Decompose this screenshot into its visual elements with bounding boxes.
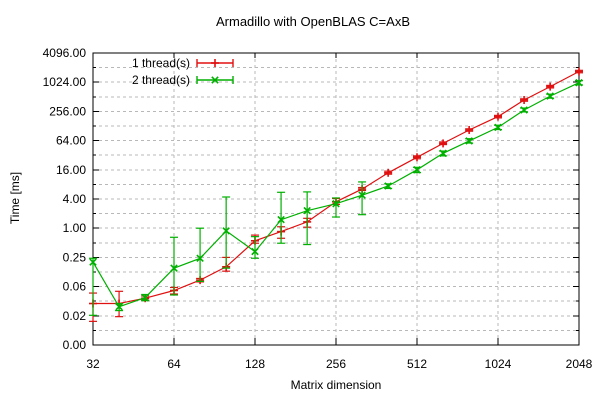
data-point-marker	[251, 247, 259, 256]
data-point-marker	[332, 199, 340, 208]
data-point-marker	[89, 258, 97, 266]
data-point-marker	[170, 264, 178, 272]
data-point-marker	[439, 149, 447, 158]
x-axis-label: Matrix dimension	[290, 378, 382, 392]
y-tick-label: 1.00	[63, 221, 87, 235]
data-point-marker	[141, 293, 149, 302]
y-tick-label: 16.00	[56, 163, 86, 177]
data-point-marker	[384, 182, 392, 190]
x-tick-label: 32	[86, 357, 100, 371]
x-tick-label: 256	[326, 357, 346, 371]
y-tick-label: 1024.00	[43, 75, 87, 89]
y-tick-label: 0.25	[63, 250, 87, 264]
data-point-marker	[413, 166, 421, 174]
data-point-marker	[196, 254, 204, 263]
y-tick-label: 0.02	[63, 309, 87, 323]
chart-title: Armadillo with OpenBLAS C=AxB	[215, 14, 410, 29]
data-point-marker	[494, 123, 502, 132]
data-point-marker	[358, 191, 366, 199]
legend-label: 1 thread(s)	[132, 56, 190, 70]
y-tick-label: 256.00	[49, 104, 86, 118]
x-tick-label: 128	[245, 357, 265, 371]
data-point-marker	[211, 76, 219, 84]
data-point-marker	[115, 302, 123, 311]
y-tick-label: 4.00	[63, 192, 87, 206]
series-line-2-threads	[92, 82, 580, 308]
data-point-marker	[465, 137, 473, 145]
y-tick-label: 0.06	[63, 280, 87, 294]
legend-label: 2 thread(s)	[132, 73, 190, 87]
data-point-marker	[277, 215, 285, 224]
data-point-marker	[546, 92, 554, 100]
x-tick-label: 1024	[485, 357, 512, 371]
x-tick-label: 2048	[566, 357, 593, 371]
data-point-marker	[575, 78, 583, 87]
data-point-marker	[303, 206, 311, 215]
x-tick-label: 512	[407, 357, 427, 371]
data-point-marker	[520, 106, 528, 114]
y-tick-label: 4096.00	[43, 46, 87, 60]
y-tick-label: 0.00	[63, 338, 87, 352]
x-tick-label: 64	[167, 357, 181, 371]
y-tick-label: 64.00	[56, 134, 86, 148]
data-point-marker	[222, 227, 230, 235]
